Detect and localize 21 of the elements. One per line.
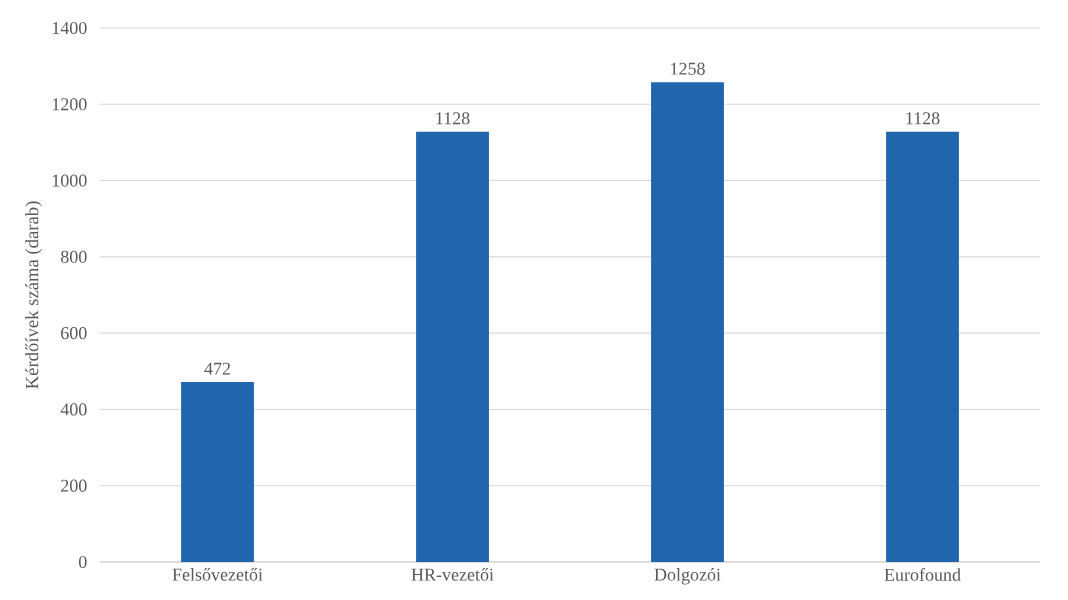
data-label: 1128 xyxy=(436,112,470,125)
y-tick-label: 1000 xyxy=(52,174,87,187)
data-label: 472 xyxy=(204,362,231,375)
data-label: 1128 xyxy=(906,112,940,125)
x-tick-label: Dolgozói xyxy=(654,568,721,585)
x-tick-label: Eurofound xyxy=(884,568,961,581)
bar xyxy=(886,131,959,562)
y-tick-label: 200 xyxy=(61,479,87,492)
y-tick-label: 0 xyxy=(78,555,87,569)
y-tick-label: 1400 xyxy=(52,21,87,35)
x-tick-label: Felsővezetői xyxy=(172,568,263,581)
x-tick-label: HR-vezetői xyxy=(411,568,494,581)
y-axis-title: Kérdőívek száma (darab) xyxy=(25,201,43,389)
data-label: 1258 xyxy=(671,62,705,75)
y-tick-label: 1200 xyxy=(52,98,87,111)
bar xyxy=(416,131,489,562)
bar xyxy=(181,381,254,562)
y-tick-label: 800 xyxy=(60,250,87,263)
bar xyxy=(651,82,724,562)
y-tick-label: 400 xyxy=(60,403,87,416)
y-tick-label: 600 xyxy=(61,327,87,340)
